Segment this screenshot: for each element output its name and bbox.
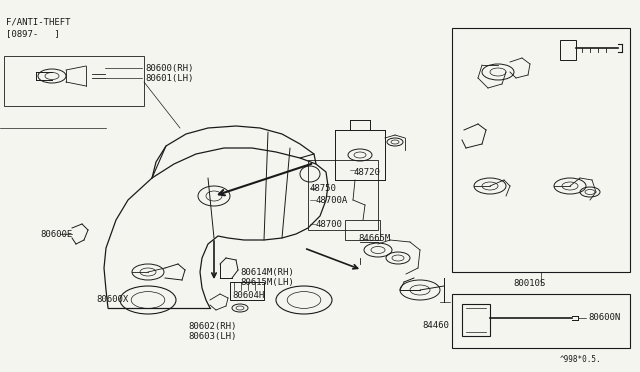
Text: 80601(LH): 80601(LH) [145,74,193,83]
Text: 48720: 48720 [354,167,381,176]
Text: 80604H: 80604H [232,292,264,301]
Text: 84665M: 84665M [358,234,390,243]
Text: 80600E: 80600E [40,230,72,238]
Text: 80600(RH): 80600(RH) [145,64,193,73]
Text: 80010S: 80010S [514,279,546,289]
Text: ^998*0.5.: ^998*0.5. [560,356,602,365]
Text: 80614M(RH): 80614M(RH) [240,267,294,276]
Text: 80600N: 80600N [588,314,620,323]
Text: 80600X: 80600X [96,295,128,305]
Text: 80615M(LH): 80615M(LH) [240,278,294,286]
Text: 84460: 84460 [422,321,449,330]
Text: 48700: 48700 [316,219,343,228]
Text: 48750: 48750 [310,183,337,192]
Text: 80602(RH): 80602(RH) [188,321,236,330]
Text: 80603(LH): 80603(LH) [188,331,236,340]
Text: F/ANTI-THEFT: F/ANTI-THEFT [6,17,70,26]
Text: [0897-   ]: [0897- ] [6,29,60,38]
Text: 48700A: 48700A [316,196,348,205]
